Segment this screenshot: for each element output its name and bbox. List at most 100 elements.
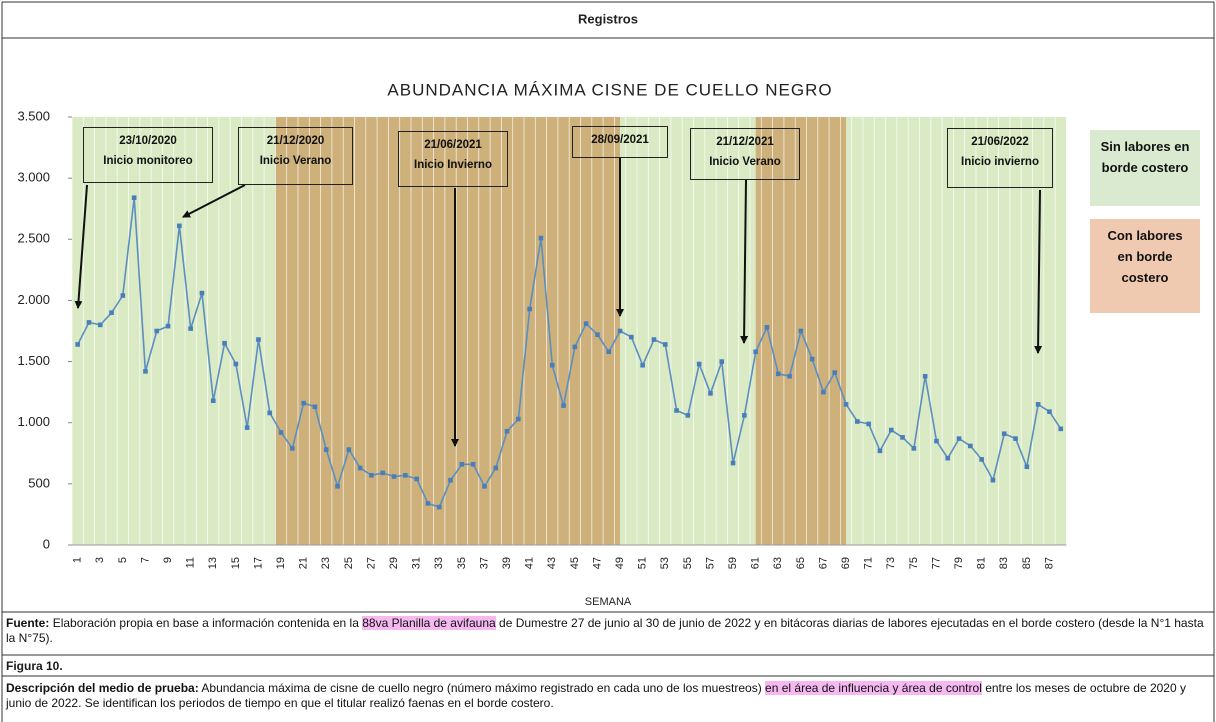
data-point bbox=[516, 416, 521, 422]
data-point bbox=[968, 443, 973, 449]
x-tick-label: 7 bbox=[139, 557, 151, 563]
x-tick-label: 65 bbox=[795, 557, 807, 569]
annotation-date: 21/06/2021 bbox=[424, 139, 482, 151]
y-tick-label: 0 bbox=[43, 536, 50, 551]
data-point bbox=[719, 359, 725, 364]
data-point bbox=[470, 461, 476, 467]
x-tick-label: 79 bbox=[953, 557, 965, 569]
annotation-date: 23/10/2020 bbox=[119, 135, 177, 147]
data-point bbox=[764, 325, 770, 330]
x-axis-label: SEMANA bbox=[585, 596, 632, 608]
period-band bbox=[275, 117, 621, 545]
annotation-date: 21/12/2020 bbox=[266, 135, 325, 147]
annotation-label: Inicio invierno bbox=[961, 156, 1039, 168]
annotation-arrow bbox=[740, 179, 749, 344]
x-tick-label: 87 bbox=[1043, 557, 1055, 569]
data-point bbox=[832, 370, 838, 375]
data-point bbox=[75, 342, 80, 347]
x-tick-label: 11 bbox=[185, 557, 197, 568]
data-point bbox=[1035, 402, 1041, 407]
legend-entry: Con labores en borde costero bbox=[1090, 219, 1200, 313]
data-point bbox=[493, 465, 499, 471]
data-point bbox=[945, 455, 951, 461]
data-point bbox=[97, 322, 103, 328]
data-point bbox=[346, 447, 352, 452]
annotation-box: 21/06/2022 Inicio invierno bbox=[947, 128, 1053, 188]
data-point bbox=[561, 403, 566, 408]
data-point bbox=[866, 421, 871, 427]
x-tick-label: 35 bbox=[456, 557, 468, 569]
data-point bbox=[753, 349, 758, 355]
data-point bbox=[210, 398, 216, 404]
data-point bbox=[199, 290, 205, 296]
data-point bbox=[990, 477, 996, 483]
description-highlight: en el área de influencia y área de contr… bbox=[765, 681, 982, 695]
data-point bbox=[323, 447, 329, 452]
data-point bbox=[549, 362, 555, 368]
data-point bbox=[222, 340, 227, 346]
x-tick-label: 55 bbox=[682, 557, 694, 569]
data-point bbox=[979, 457, 984, 462]
data-point bbox=[911, 446, 917, 451]
x-tick-label: 75 bbox=[908, 557, 920, 569]
data-point bbox=[177, 223, 182, 229]
description-text: Abundancia máxima de cisne de cuello neg… bbox=[201, 681, 762, 695]
data-point bbox=[436, 504, 442, 510]
header-title: Registros bbox=[578, 11, 638, 26]
chart-title: ABUNDANCIA MÁXIMA CISNE DE CUELLO NEGRO bbox=[387, 80, 832, 99]
y-tick-label: 2.000 bbox=[17, 292, 50, 307]
x-tick-label: 67 bbox=[817, 557, 829, 569]
y-tick-label: 2.500 bbox=[17, 231, 50, 246]
data-point bbox=[922, 373, 928, 379]
period-band bbox=[620, 117, 756, 545]
x-tick-label: 71 bbox=[863, 557, 875, 569]
description-label: Descripción del medio de prueba: bbox=[6, 681, 199, 695]
data-point bbox=[685, 413, 691, 418]
data-point bbox=[595, 332, 600, 337]
y-tick-label: 3.000 bbox=[17, 170, 50, 185]
data-point bbox=[572, 344, 578, 350]
data-point bbox=[742, 413, 747, 418]
data-point bbox=[335, 484, 340, 489]
annotation-box: 23/10/2020 Inicio monitoreo bbox=[83, 127, 213, 183]
data-point bbox=[109, 310, 114, 315]
data-point bbox=[256, 337, 261, 342]
annotation-box: 21/12/2020 Inicio Verano bbox=[238, 127, 353, 185]
data-point bbox=[934, 438, 939, 444]
data-point bbox=[1024, 464, 1030, 470]
data-point bbox=[391, 474, 397, 479]
x-tick-label: 41 bbox=[524, 557, 536, 569]
annotation-label: Inicio Verano bbox=[259, 155, 332, 167]
data-point bbox=[504, 428, 510, 434]
x-tick-label: 13 bbox=[207, 557, 219, 569]
data-point bbox=[651, 337, 657, 342]
x-tick-label: 57 bbox=[704, 557, 716, 569]
annotation-date: 21/12/2021 bbox=[716, 136, 774, 148]
x-tick-label: 43 bbox=[546, 557, 558, 569]
data-point bbox=[459, 461, 465, 467]
x-tick-label: 33 bbox=[433, 557, 445, 569]
x-tick-label: 73 bbox=[885, 557, 897, 569]
data-point bbox=[888, 427, 894, 433]
data-point bbox=[696, 361, 702, 367]
x-tick-label: 69 bbox=[840, 557, 852, 569]
x-tick-label: 21 bbox=[298, 557, 310, 569]
data-point bbox=[674, 408, 679, 413]
description-rest: entre los meses de octubre de 2020 y jun… bbox=[6, 681, 1186, 710]
x-tick-label: 27 bbox=[365, 557, 377, 569]
x-tick-label: 17 bbox=[252, 557, 264, 569]
data-point bbox=[617, 328, 623, 334]
data-point bbox=[357, 465, 363, 471]
annotation-arrow bbox=[182, 184, 246, 218]
data-point bbox=[730, 460, 736, 466]
x-tick-label: 19 bbox=[275, 557, 287, 569]
x-tick-label: 81 bbox=[976, 557, 988, 569]
x-tick-label: 5 bbox=[117, 557, 129, 563]
data-point bbox=[629, 334, 634, 340]
annotation-date: 28/09/2021 bbox=[591, 134, 649, 146]
data-point bbox=[312, 404, 318, 410]
x-tick-label: 3 bbox=[94, 557, 106, 563]
x-tick-label: 85 bbox=[1021, 557, 1033, 569]
data-point bbox=[798, 328, 804, 334]
y-tick-label: 1.000 bbox=[17, 414, 50, 429]
